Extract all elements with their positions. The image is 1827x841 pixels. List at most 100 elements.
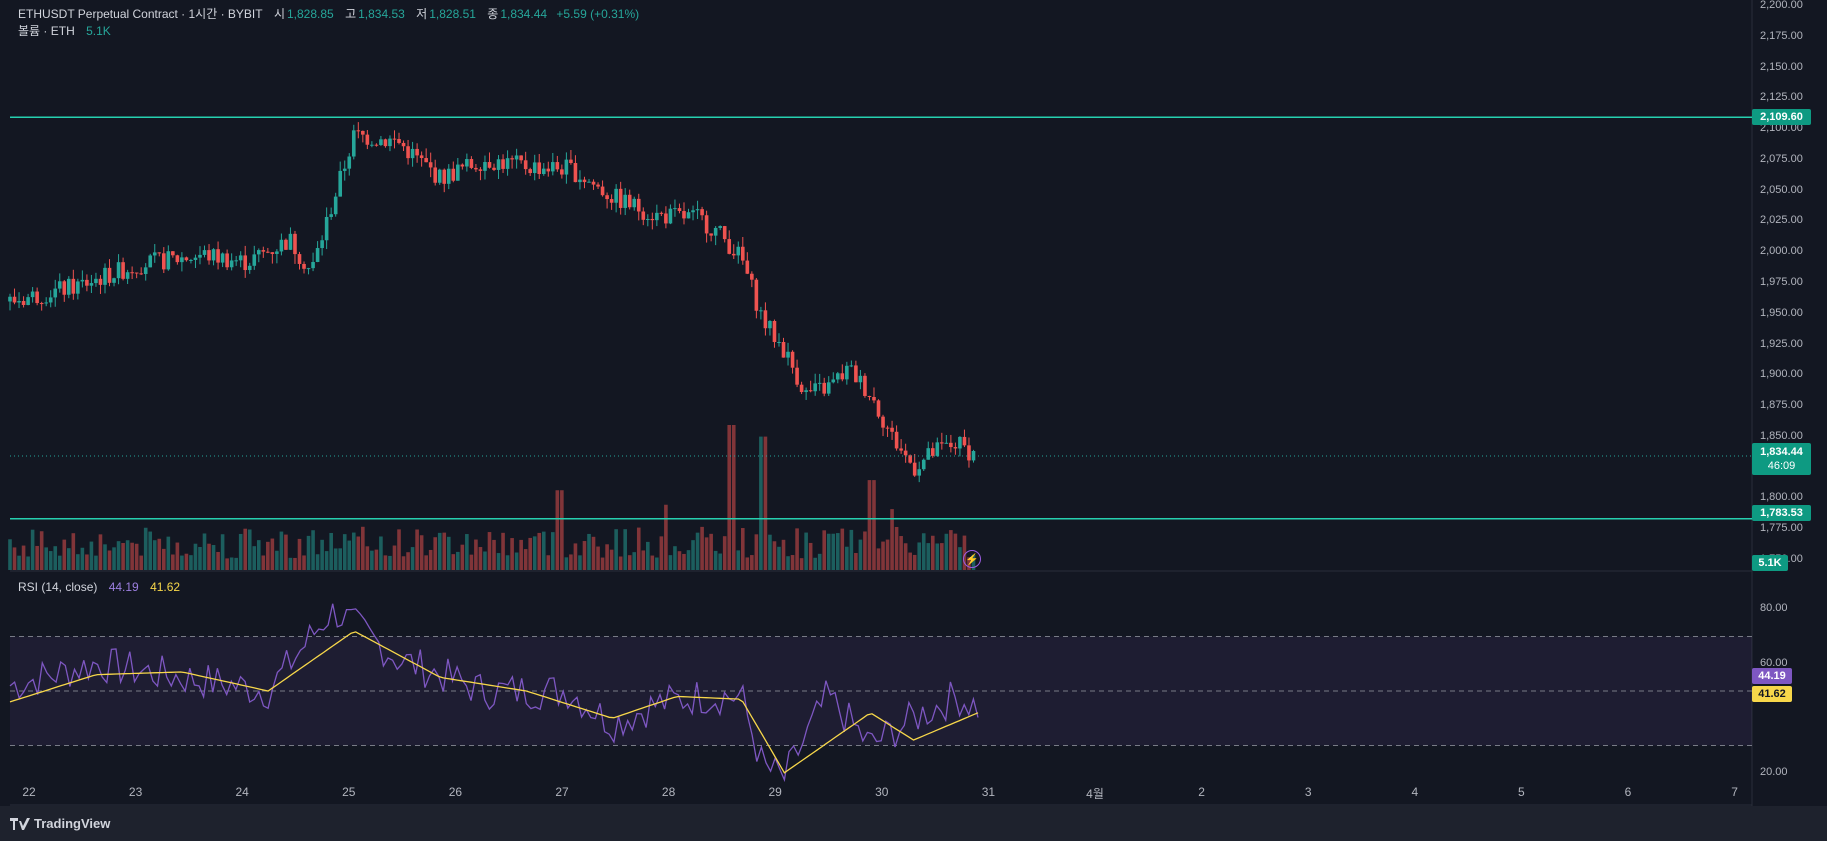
volume-label: 볼륨 · ETH [18, 24, 75, 38]
low-value: 1,828.51 [429, 7, 476, 21]
volume-bar [243, 528, 248, 570]
candle [130, 272, 134, 274]
volume-bar [618, 556, 623, 570]
volume-bar [949, 530, 953, 570]
volume-bar [270, 538, 275, 570]
volume-bar [808, 542, 813, 570]
candle [189, 259, 193, 261]
volume-bar [130, 542, 134, 570]
candle [795, 367, 799, 385]
candle [704, 215, 709, 234]
candle [614, 188, 618, 203]
volume-bar [284, 534, 288, 570]
volume-bar [917, 542, 922, 570]
candle [284, 239, 288, 250]
volume-bar [863, 531, 867, 570]
candle [759, 310, 763, 312]
candle [410, 148, 415, 159]
volume-bar [519, 539, 523, 570]
candle [139, 273, 143, 275]
candle [532, 162, 537, 174]
candle [953, 447, 958, 449]
candle [587, 181, 591, 183]
volume-bar [370, 550, 374, 570]
candle [636, 198, 641, 212]
resistance-price-tag: 2,109.60 [1752, 109, 1811, 125]
volume-legend[interactable]: 볼륨 · ETH 5.1K [18, 22, 113, 39]
candle [474, 167, 478, 170]
candle [727, 239, 732, 254]
candle [772, 320, 777, 343]
volume-bar [704, 537, 709, 570]
volume-bar [632, 552, 637, 570]
candle [632, 198, 637, 208]
candle [406, 146, 410, 159]
volume-bar [89, 541, 94, 570]
volume-bar [646, 541, 650, 570]
volume-bar [53, 546, 58, 570]
candle [578, 179, 582, 183]
volume-bar [573, 543, 578, 570]
volume-bar [591, 536, 596, 570]
candle [600, 186, 605, 196]
last-price-tag: 1,834.44 46:09 [1752, 443, 1811, 475]
candle [107, 267, 112, 283]
volume-bar [152, 540, 157, 570]
candle [125, 272, 130, 279]
lightning-icon[interactable]: ⚡ [963, 550, 981, 568]
candle [397, 139, 401, 143]
candle [537, 162, 542, 175]
volume-bar [605, 544, 609, 570]
volume-bar [207, 543, 211, 570]
candle [514, 155, 519, 160]
candle [854, 365, 858, 383]
candle [858, 375, 863, 383]
volume-bar [727, 425, 732, 570]
volume-bar [415, 529, 419, 570]
candle [867, 395, 872, 397]
symbol-legend[interactable]: ETHUSDT Perpetual Contract · 1시간 · BYBIT… [18, 5, 641, 22]
candle [903, 450, 908, 456]
rsi-tick: 80.00 [1760, 602, 1788, 615]
rsi-tick: 20.00 [1760, 765, 1788, 778]
volume-bar [668, 555, 673, 570]
volume-bar [813, 557, 817, 570]
rsi-legend[interactable]: RSI (14, close) 44.19 41.62 [18, 580, 182, 594]
candle [641, 211, 646, 220]
volume-bar [781, 539, 786, 570]
volume-bar [885, 539, 890, 570]
rsi-ma-value: 41.62 [150, 580, 181, 594]
volume-bar [759, 436, 763, 570]
symbol-title: ETHUSDT Perpetual Contract · 1시간 · BYBIT [18, 7, 263, 21]
volume-bar [903, 543, 908, 570]
candle [551, 162, 555, 172]
volume-bar [324, 551, 329, 570]
volume-bar [736, 550, 741, 570]
volume-bar [329, 532, 333, 570]
volume-bar [157, 538, 162, 570]
candle [596, 184, 600, 187]
candle [456, 164, 460, 181]
volume-bar [35, 545, 39, 570]
volume-bar [921, 533, 926, 570]
volume-bar [840, 528, 845, 570]
candle [152, 252, 157, 256]
candle [202, 250, 207, 255]
candle [487, 162, 492, 168]
horizontal-levels [10, 116, 1752, 520]
candle [713, 227, 718, 236]
volume-bar [347, 540, 352, 570]
volume-bar [745, 557, 750, 570]
volume-bar [161, 548, 166, 570]
tradingview-logo[interactable]: TradingView [10, 816, 110, 831]
volume-bar [754, 534, 759, 570]
candle [193, 257, 198, 260]
candle [627, 194, 632, 208]
price-tick: 2,200.00 [1760, 0, 1803, 11]
chart-canvas[interactable] [0, 0, 1827, 806]
volume-bar [446, 536, 451, 570]
volume-bar [641, 550, 646, 570]
support-price-tag: 1,783.53 [1752, 505, 1811, 521]
candle [569, 159, 573, 164]
open-label: 시 [273, 7, 285, 21]
